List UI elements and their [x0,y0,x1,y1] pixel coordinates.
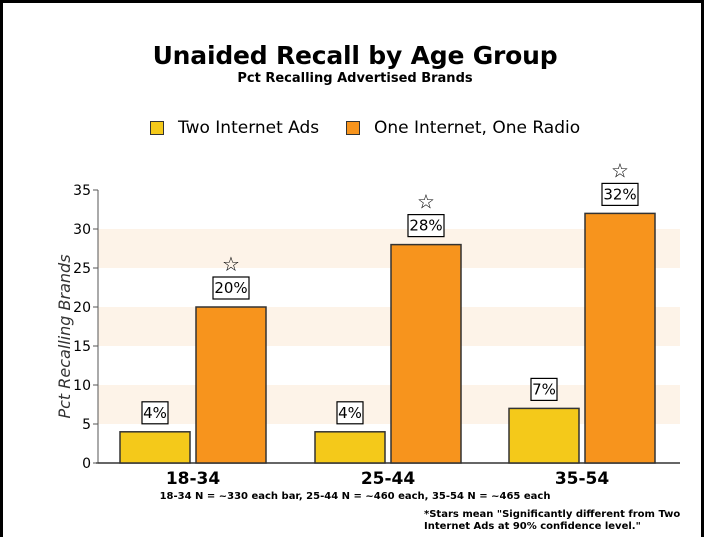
y-tick-label: 10 [73,378,91,394]
data-label: 4% [338,404,362,422]
bar [509,408,579,463]
data-label: 7% [532,380,556,398]
footnote-line-2: Internet Ads at 90% confidence level." [424,521,641,532]
y-tick-label: 30 [73,222,91,238]
y-tick-label: 5 [82,417,91,433]
y-tick-label: 35 [73,183,91,199]
y-tick-label: 0 [82,456,91,472]
significance-star-icon: ☆ [417,190,435,214]
bar [391,245,461,463]
data-label: 4% [143,404,167,422]
y-tick-label: 20 [73,300,91,316]
data-label: 28% [409,217,442,235]
data-label: 20% [214,279,247,297]
sample-size-note: 18-34 N = ~330 each bar, 25-44 N = ~460 … [3,491,704,502]
y-tick-label: 25 [73,261,91,277]
significance-star-icon: ☆ [222,252,240,276]
significance-star-icon: ☆ [611,158,629,182]
footnote-line-1: *Stars mean "Significantly different fro… [424,509,680,520]
x-category-label: 25-44 [361,469,416,489]
y-axis-label: Pct Recalling Brands [55,254,74,418]
bar [585,213,655,463]
bar [120,432,190,463]
bar [196,307,266,463]
bar [315,432,385,463]
x-category-label: 18-34 [166,469,221,489]
y-tick-label: 15 [73,339,91,355]
x-category-label: 35-54 [555,469,610,489]
data-label: 32% [603,185,636,203]
